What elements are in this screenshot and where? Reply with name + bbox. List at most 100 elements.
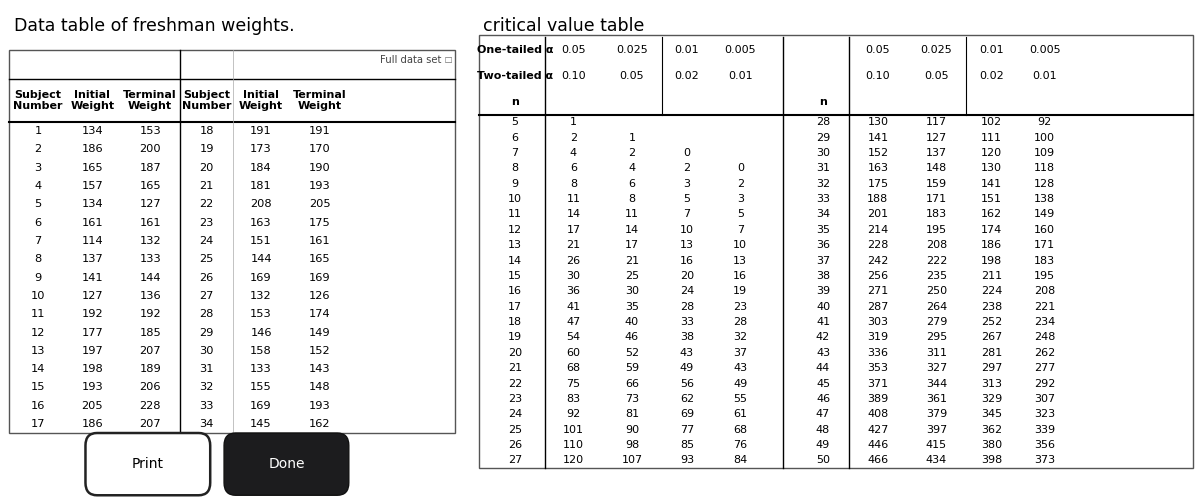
Text: 234: 234 bbox=[1034, 317, 1056, 327]
Text: 37: 37 bbox=[816, 255, 830, 265]
Text: 76: 76 bbox=[733, 440, 748, 450]
Text: 228: 228 bbox=[139, 401, 161, 411]
Text: 148: 148 bbox=[310, 382, 331, 392]
Text: 143: 143 bbox=[310, 364, 331, 374]
Text: 109: 109 bbox=[1034, 148, 1055, 158]
Text: Full data set: Full data set bbox=[380, 55, 442, 65]
Text: 7: 7 bbox=[511, 148, 518, 158]
Text: 356: 356 bbox=[1034, 440, 1055, 450]
Text: 92: 92 bbox=[566, 409, 581, 419]
Text: 36: 36 bbox=[566, 286, 581, 296]
Text: 5: 5 bbox=[737, 210, 744, 220]
Text: 13: 13 bbox=[680, 240, 694, 250]
Text: 15: 15 bbox=[508, 271, 522, 281]
Text: 98: 98 bbox=[625, 440, 640, 450]
Text: 185: 185 bbox=[139, 328, 161, 338]
Text: 21: 21 bbox=[625, 255, 640, 265]
Text: 3: 3 bbox=[683, 179, 690, 189]
Text: 38: 38 bbox=[680, 333, 694, 343]
Text: 353: 353 bbox=[868, 363, 888, 373]
Text: 319: 319 bbox=[868, 333, 888, 343]
Text: 38: 38 bbox=[816, 271, 830, 281]
Text: 161: 161 bbox=[82, 218, 103, 228]
Text: 144: 144 bbox=[139, 272, 161, 283]
Text: 0.05: 0.05 bbox=[619, 71, 644, 81]
Text: 2: 2 bbox=[737, 179, 744, 189]
Text: 11: 11 bbox=[508, 210, 522, 220]
Text: 35: 35 bbox=[625, 302, 638, 312]
Text: 169: 169 bbox=[310, 272, 331, 283]
Text: 47: 47 bbox=[566, 317, 581, 327]
Text: 188: 188 bbox=[868, 194, 888, 204]
Text: 4: 4 bbox=[570, 148, 577, 158]
Text: 45: 45 bbox=[816, 378, 830, 388]
Text: 295: 295 bbox=[926, 333, 947, 343]
Text: 23: 23 bbox=[733, 302, 748, 312]
Text: 2: 2 bbox=[683, 163, 690, 173]
Text: 373: 373 bbox=[1034, 456, 1055, 466]
Text: 6: 6 bbox=[511, 132, 518, 142]
Text: 8: 8 bbox=[570, 179, 577, 189]
Text: 174: 174 bbox=[310, 309, 331, 319]
Text: 187: 187 bbox=[139, 163, 161, 173]
Text: 371: 371 bbox=[868, 378, 888, 388]
Text: 397: 397 bbox=[926, 425, 947, 435]
Text: 242: 242 bbox=[868, 255, 889, 265]
Text: 398: 398 bbox=[980, 456, 1002, 466]
Text: 34: 34 bbox=[816, 210, 830, 220]
Text: 169: 169 bbox=[251, 272, 272, 283]
Text: 307: 307 bbox=[1034, 394, 1055, 404]
Text: 20: 20 bbox=[680, 271, 694, 281]
Text: 174: 174 bbox=[980, 225, 1002, 235]
Text: 22: 22 bbox=[199, 199, 214, 209]
Text: 4: 4 bbox=[35, 181, 42, 191]
Text: □: □ bbox=[442, 55, 452, 64]
Text: 49: 49 bbox=[733, 378, 748, 388]
Text: 238: 238 bbox=[980, 302, 1002, 312]
Text: 151: 151 bbox=[250, 236, 272, 246]
Text: 127: 127 bbox=[139, 199, 161, 209]
Text: 43: 43 bbox=[816, 348, 830, 358]
Text: 9: 9 bbox=[35, 272, 42, 283]
Text: 0.01: 0.01 bbox=[728, 71, 752, 81]
Text: 100: 100 bbox=[1034, 132, 1055, 142]
Text: 130: 130 bbox=[868, 117, 888, 127]
Text: 169: 169 bbox=[251, 401, 272, 411]
Text: 11: 11 bbox=[31, 309, 46, 319]
Text: 0: 0 bbox=[737, 163, 744, 173]
Text: 277: 277 bbox=[1034, 363, 1056, 373]
Text: 0.10: 0.10 bbox=[865, 71, 890, 81]
Text: 446: 446 bbox=[868, 440, 888, 450]
Text: 17: 17 bbox=[625, 240, 640, 250]
Text: 0.01: 0.01 bbox=[979, 45, 1003, 55]
Text: Subject
Number: Subject Number bbox=[182, 90, 232, 111]
Text: 192: 192 bbox=[139, 309, 161, 319]
Text: 41: 41 bbox=[816, 317, 830, 327]
Text: 17: 17 bbox=[508, 302, 522, 312]
Text: 198: 198 bbox=[82, 364, 103, 374]
Text: 32: 32 bbox=[733, 333, 748, 343]
Text: 90: 90 bbox=[625, 425, 640, 435]
Text: 68: 68 bbox=[566, 363, 581, 373]
Text: 152: 152 bbox=[868, 148, 888, 158]
Text: Two-tailed α: Two-tailed α bbox=[476, 71, 553, 81]
Text: 193: 193 bbox=[310, 181, 331, 191]
Text: 49: 49 bbox=[816, 440, 830, 450]
Text: 145: 145 bbox=[251, 419, 272, 429]
Text: 181: 181 bbox=[250, 181, 272, 191]
Text: 39: 39 bbox=[816, 286, 830, 296]
Text: 207: 207 bbox=[139, 346, 161, 356]
Text: 52: 52 bbox=[625, 348, 640, 358]
Text: 141: 141 bbox=[82, 272, 103, 283]
Text: 62: 62 bbox=[680, 394, 694, 404]
Text: 22: 22 bbox=[508, 378, 522, 388]
Text: 84: 84 bbox=[733, 456, 748, 466]
Text: 43: 43 bbox=[680, 348, 694, 358]
Text: One-tailed α: One-tailed α bbox=[476, 45, 553, 55]
Text: 281: 281 bbox=[980, 348, 1002, 358]
FancyBboxPatch shape bbox=[224, 433, 349, 495]
Text: 189: 189 bbox=[139, 364, 161, 374]
Text: 5: 5 bbox=[35, 199, 42, 209]
Text: 46: 46 bbox=[625, 333, 640, 343]
Text: 379: 379 bbox=[926, 409, 947, 419]
